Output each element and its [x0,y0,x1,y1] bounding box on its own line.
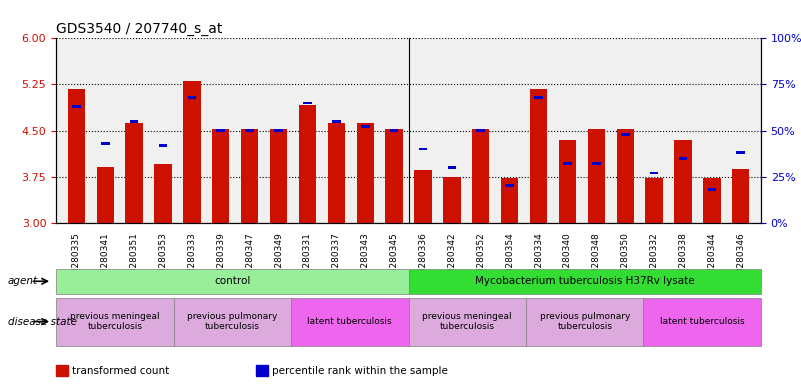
Text: control: control [214,276,251,286]
Bar [183,81,200,223]
Text: Mycobacterium tuberculosis H37Rv lysate: Mycobacterium tuberculosis H37Rv lysate [475,276,694,286]
Bar [212,129,229,223]
Bar [703,179,721,223]
Bar [96,167,114,223]
Bar [732,169,750,223]
Bar [72,105,81,108]
Bar [356,123,374,223]
Bar [501,179,518,223]
Bar [159,144,167,147]
Bar [126,123,143,223]
Bar [155,164,171,223]
Bar [678,157,687,160]
Bar [617,129,634,223]
Text: previous pulmonary
tuberculosis: previous pulmonary tuberculosis [187,312,277,331]
Text: previous meningeal
tuberculosis: previous meningeal tuberculosis [70,312,159,331]
Bar [360,126,369,128]
Text: disease state: disease state [8,316,77,327]
Text: previous pulmonary
tuberculosis: previous pulmonary tuberculosis [540,312,630,331]
Bar [187,96,196,99]
Bar [270,129,288,223]
Bar [299,105,316,223]
Bar [534,96,543,99]
Bar [390,129,398,132]
Text: transformed count: transformed count [72,366,169,376]
Bar [245,129,254,132]
Bar [650,172,658,174]
Bar [559,140,576,223]
Bar [328,123,345,223]
Bar [332,120,340,123]
Bar [274,129,283,132]
Text: latent tuberculosis: latent tuberculosis [308,317,392,326]
Bar [707,188,716,191]
Bar [101,142,110,145]
Bar [130,120,139,123]
Bar [303,101,312,104]
Bar [588,129,605,223]
Bar [385,129,403,223]
Bar [472,129,489,223]
Bar [414,170,432,223]
Bar [563,162,572,165]
Bar [419,147,427,151]
Bar [443,177,461,223]
Bar [529,89,547,223]
Bar [216,129,225,132]
Text: latent tuberculosis: latent tuberculosis [660,317,744,326]
Text: GDS3540 / 207740_s_at: GDS3540 / 207740_s_at [56,22,223,36]
Bar [241,129,258,223]
Bar [67,89,85,223]
Bar [621,133,630,136]
Text: agent: agent [8,276,38,286]
Bar [448,166,457,169]
Bar [646,179,662,223]
Bar [477,129,485,132]
Bar [736,151,745,154]
Text: percentile rank within the sample: percentile rank within the sample [272,366,449,376]
Text: previous meningeal
tuberculosis: previous meningeal tuberculosis [422,312,512,331]
Bar [592,162,601,165]
Bar [505,184,514,187]
Bar [674,140,691,223]
